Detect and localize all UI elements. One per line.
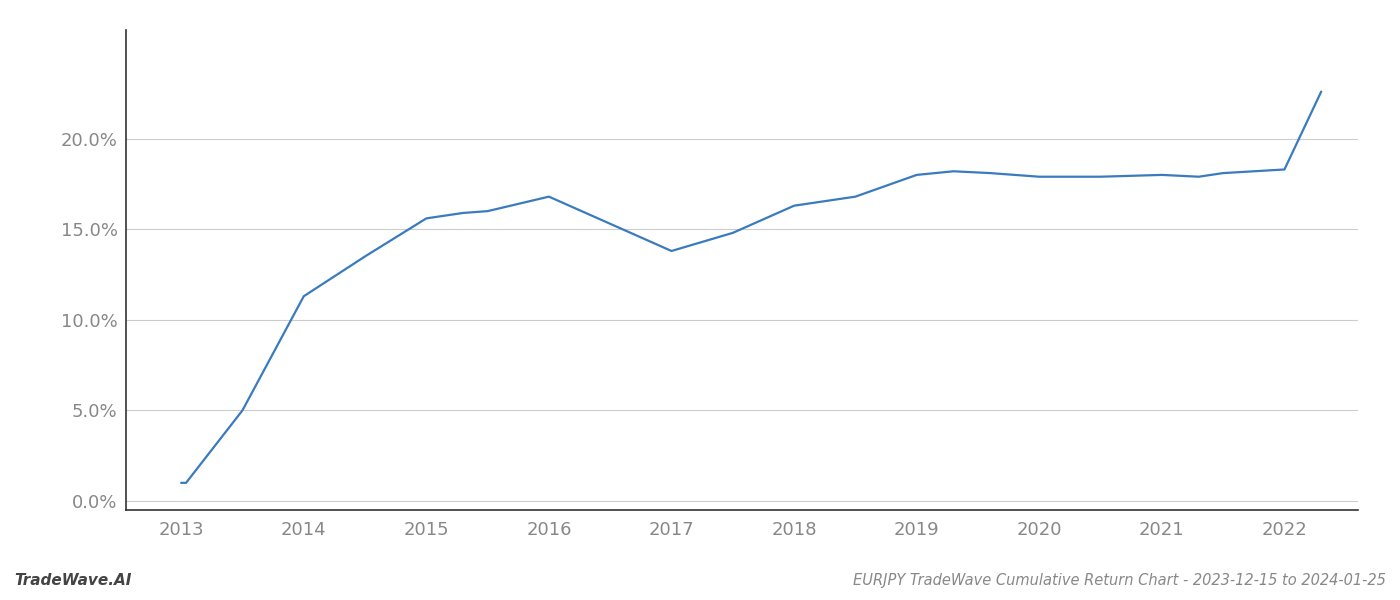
Text: EURJPY TradeWave Cumulative Return Chart - 2023-12-15 to 2024-01-25: EURJPY TradeWave Cumulative Return Chart… [853,573,1386,588]
Text: TradeWave.AI: TradeWave.AI [14,573,132,588]
